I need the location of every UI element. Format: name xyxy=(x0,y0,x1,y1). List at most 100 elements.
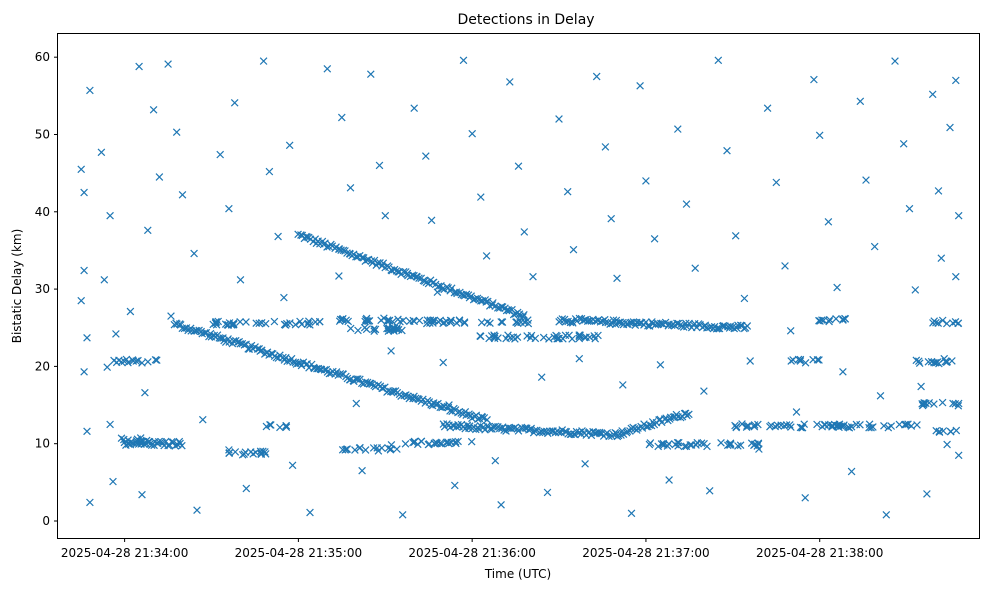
y-tick-label: 50 xyxy=(35,127,50,141)
detection-point xyxy=(743,322,752,330)
detection-point xyxy=(723,146,731,155)
detection-point xyxy=(943,440,951,449)
detection-point xyxy=(891,57,899,65)
detection-point xyxy=(124,436,132,444)
detection-point xyxy=(132,357,141,365)
detection-point xyxy=(352,399,361,408)
detection-point xyxy=(884,423,893,432)
detection-point xyxy=(502,334,510,343)
detection-point xyxy=(934,319,943,328)
detection-point xyxy=(369,444,378,452)
detection-point xyxy=(467,437,476,446)
detection-point xyxy=(190,249,198,258)
detection-point xyxy=(911,286,920,294)
detection-point xyxy=(375,161,384,170)
detection-point xyxy=(494,334,502,342)
detection-point xyxy=(565,331,573,340)
detection-point xyxy=(782,421,791,429)
detection-point xyxy=(781,262,789,270)
detection-point xyxy=(772,178,781,187)
detection-point xyxy=(870,242,879,251)
detection-point xyxy=(833,283,841,292)
y-axis-label: Bistatic Delay (km) xyxy=(10,229,24,344)
detection-point xyxy=(529,272,537,281)
detection-point xyxy=(175,437,184,446)
detection-point xyxy=(832,314,840,323)
detection-point xyxy=(477,318,486,327)
detection-point xyxy=(659,439,668,448)
detection-point xyxy=(914,357,923,366)
detection-point xyxy=(265,167,274,176)
detection-point xyxy=(923,490,931,498)
detection-point xyxy=(900,420,909,429)
detection-point xyxy=(355,444,364,452)
detection-point xyxy=(144,357,152,366)
detection-point xyxy=(276,423,284,432)
detection-point xyxy=(581,459,589,468)
detection-point xyxy=(282,423,291,432)
detection-point xyxy=(723,441,732,450)
detection-point xyxy=(856,420,864,429)
detection-point xyxy=(952,426,961,435)
detection-point xyxy=(691,264,700,273)
detection-point xyxy=(172,128,181,137)
detection-point xyxy=(505,78,514,86)
detection-point xyxy=(800,420,809,429)
detection-point xyxy=(482,252,491,260)
detection-point xyxy=(555,115,563,123)
detection-point xyxy=(398,510,407,519)
detection-point xyxy=(801,358,810,367)
detection-point xyxy=(483,415,491,424)
detection-point xyxy=(703,324,711,332)
detection-point xyxy=(387,440,396,449)
detection-point xyxy=(338,315,347,324)
detection-point xyxy=(746,357,755,365)
detection-point xyxy=(905,204,914,213)
detection-point xyxy=(682,200,691,208)
detection-point xyxy=(882,510,891,519)
detection-point xyxy=(476,193,485,201)
detection-point xyxy=(221,320,230,329)
detection-point xyxy=(934,187,943,195)
y-tick-label: 10 xyxy=(35,437,50,451)
detection-point xyxy=(867,423,875,432)
detection-point xyxy=(306,508,314,517)
detection-point xyxy=(743,422,751,430)
detection-point xyxy=(818,422,827,431)
detection-point xyxy=(225,204,233,213)
detection-point xyxy=(563,187,572,196)
detection-point xyxy=(712,324,721,333)
x-tick-label: 2025-04-28 21:34:00 xyxy=(61,546,188,560)
detection-point xyxy=(83,333,91,342)
detection-point xyxy=(862,176,870,184)
detection-point xyxy=(371,325,380,334)
detection-point xyxy=(221,338,230,347)
detection-point xyxy=(296,317,304,326)
detection-point xyxy=(700,439,708,448)
detection-point xyxy=(390,324,399,333)
detection-point xyxy=(938,316,947,325)
detection-point xyxy=(433,439,441,448)
detection-point xyxy=(155,173,164,181)
detection-point xyxy=(679,323,688,331)
detection-point xyxy=(164,60,172,68)
detection-point xyxy=(937,254,946,263)
detection-point xyxy=(351,446,359,454)
detection-point xyxy=(498,318,507,326)
detection-point xyxy=(796,357,805,365)
detection-point xyxy=(167,312,175,320)
detection-point xyxy=(198,415,207,424)
detection-point xyxy=(366,70,375,79)
detection-point xyxy=(554,428,563,437)
detection-point xyxy=(433,288,442,297)
detection-point xyxy=(80,266,88,275)
detection-point xyxy=(452,319,461,327)
detection-point xyxy=(238,450,247,459)
detection-point xyxy=(432,400,440,409)
detection-point xyxy=(719,321,728,330)
detection-point xyxy=(106,420,114,429)
detection-point xyxy=(841,314,849,323)
detection-point xyxy=(447,316,455,325)
detection-point xyxy=(839,367,847,376)
x-tick-label: 2025-04-28 21:37:00 xyxy=(582,546,709,560)
